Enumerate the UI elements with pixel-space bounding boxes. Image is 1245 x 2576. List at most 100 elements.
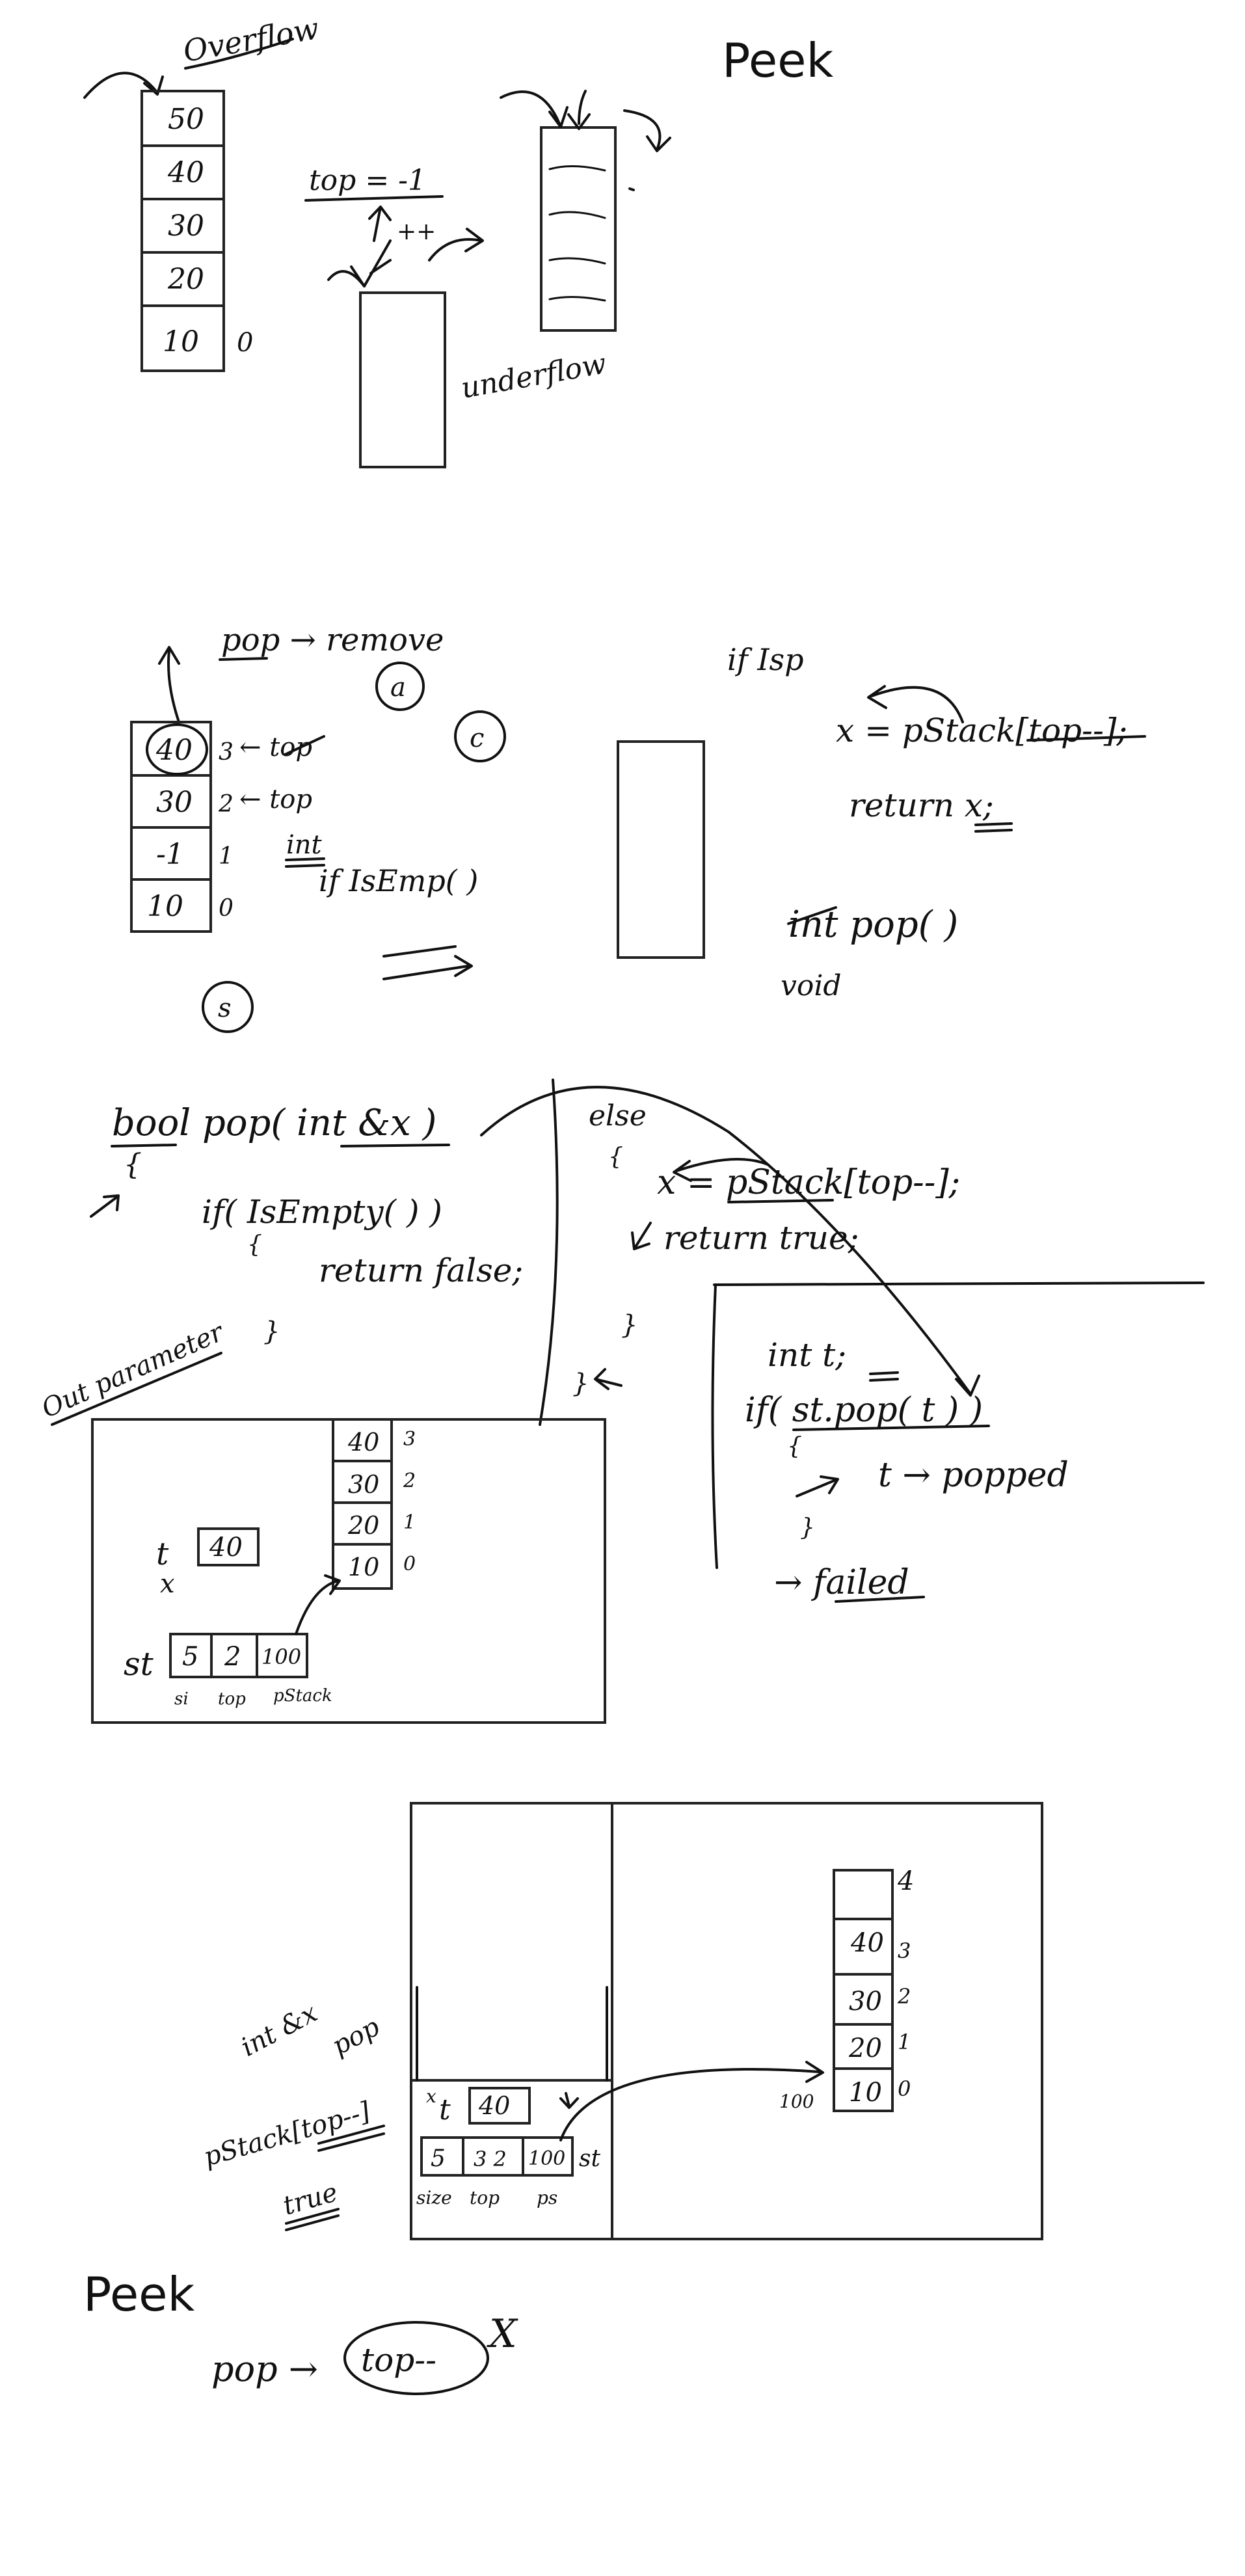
mem-stack-index: 0 [403, 1553, 416, 1576]
heap-cell: 20 [848, 2033, 882, 2063]
st-label: st [124, 1645, 154, 1683]
st-field-label: top [218, 1689, 246, 1709]
flow-arrow [90, 1194, 120, 1218]
open-brace-2: { [247, 1231, 262, 1258]
mem-stack-cell: 40 [347, 1428, 379, 1456]
heap-address: 100 [779, 2091, 814, 2112]
stack-index: 0 [219, 895, 234, 922]
stack-cell-value: 10 [163, 325, 199, 358]
svg-text:a: a [390, 673, 406, 703]
open-brace: { [124, 1148, 142, 1181]
top-expr-underline [304, 195, 444, 202]
empty-stack-1 [359, 291, 446, 468]
stack-cell-value: 30 [168, 209, 204, 243]
heap-cell: 40 [850, 1928, 884, 1958]
double-arrow [382, 945, 473, 980]
t-variable: t [156, 1536, 169, 1572]
stack-cell-value: 20 [167, 263, 204, 296]
st-field-label-2: top [470, 2187, 500, 2208]
overflow-arrow [83, 72, 164, 99]
out-param-underline [51, 1352, 222, 1426]
int-pop-line: int pop( ) [788, 904, 958, 946]
local-vars-2: x t 40 5 3 2 100 st size top ps [416, 2086, 600, 2208]
svg-text:s: s [218, 993, 232, 1023]
underflow-label: underflow [459, 347, 609, 405]
x-small: x [426, 2086, 436, 2107]
if-st-pop-line: if( st.pop( t ) ) [745, 1391, 983, 1430]
st-cell: 5 [182, 1642, 198, 1672]
close-brace: } [263, 1317, 280, 1347]
assign-arrow [673, 1158, 769, 1182]
st-field-label: pStack [273, 1686, 332, 1706]
stack-diagram-2: 40 30 -1 10 3 2 1 0 [130, 721, 234, 933]
assign-pop-line-2: x = pStack[top--]; [657, 1163, 960, 1202]
close-brace-3: } [572, 1369, 589, 1399]
top-decrement-underline [1026, 735, 1146, 742]
int-t-line: int t; [768, 1336, 846, 1374]
check-arrows [327, 239, 392, 288]
peek-heading-top: Peek [722, 33, 833, 88]
int-label: int [286, 830, 323, 860]
void-label: void [781, 969, 842, 1002]
return-false-line: return false; [319, 1252, 523, 1289]
stack-cell-value: 30 [156, 786, 193, 819]
stack-diagram-1: 50 40 30 20 10 0 [141, 90, 253, 372]
out-parameter-label: Out parameter [37, 1317, 230, 1424]
st-field-label-2: ps [537, 2187, 557, 2208]
st-field-label: si [174, 1689, 189, 1709]
st-cell-2: 3 2 [474, 2147, 507, 2171]
stack-index: 2 [218, 791, 234, 818]
stack-cell-value: -1 [156, 838, 184, 871]
memory-diagram: 40 30 20 10 3 2 1 0 t x 40 st 5 2 100 si… [91, 1418, 606, 1724]
pstack-underline [727, 1199, 834, 1203]
heap-index: 1 [898, 2030, 911, 2054]
failed-line: → failed [774, 1563, 909, 1602]
client-top-line [713, 1281, 1205, 1286]
stack-cell-value: 10 [147, 890, 183, 923]
mem-stack-index: 1 [403, 1511, 416, 1534]
return-true-line: return true; [663, 1219, 859, 1257]
top-pointer-2: ← top [239, 785, 312, 814]
empty-stack-2 [617, 740, 705, 959]
int-ref-x-label: int &x [236, 1998, 322, 2063]
mem-stack-cell: 30 [348, 1470, 379, 1499]
assign-pop-line: x = pStack[top--]; [836, 712, 1127, 749]
top-init-expression: top = -1 [309, 164, 426, 197]
cross-mark: X [487, 2311, 518, 2357]
stack-cell-value: 40 [167, 156, 204, 189]
else-brace: { [608, 1144, 623, 1170]
link-curve-x-to-t [480, 1086, 980, 1397]
push-arrow [428, 228, 484, 262]
true-label: true [280, 2177, 341, 2221]
overflow-underline [184, 38, 294, 70]
stack-index: 0 [237, 328, 253, 358]
increment-label: ++ [397, 219, 436, 245]
close-brace-2: } [621, 1310, 637, 1340]
pop-signature: bool pop( int &x ) [112, 1102, 436, 1144]
heap-stack-diagram: 40 30 20 10 4 3 2 1 0 [833, 1866, 914, 2112]
st-cell-2: 5 [431, 2145, 446, 2172]
x-alias: x [160, 1569, 175, 1599]
pop-remove-label: pop → remove [221, 622, 444, 658]
bool-underline [111, 1144, 177, 1147]
st-pop-underline [792, 1425, 990, 1431]
stack-index: 1 [219, 843, 234, 870]
heap-index: 3 [898, 1939, 911, 1963]
heap-index: 0 [898, 2076, 911, 2101]
top-strike [284, 735, 325, 756]
t-value-2: 40 [478, 2091, 510, 2120]
stack-index: 3 [219, 739, 234, 766]
heap-cell: 10 [849, 2078, 882, 2108]
heap-cell: 30 [849, 1987, 882, 2017]
circled-top-decrement: top-- [343, 2321, 489, 2395]
circle-a: a [375, 662, 425, 711]
else-label: else [589, 1099, 647, 1133]
stack-cell-value: 40 [155, 734, 193, 767]
divider-line [539, 1079, 559, 1426]
pop-arrow-label: pop → [211, 2348, 318, 2389]
st-label-2: st [579, 2145, 600, 2172]
t-value: 40 [209, 1533, 243, 1563]
stack-cell-value: 50 [168, 103, 204, 136]
curved-arrow-x [867, 685, 964, 723]
